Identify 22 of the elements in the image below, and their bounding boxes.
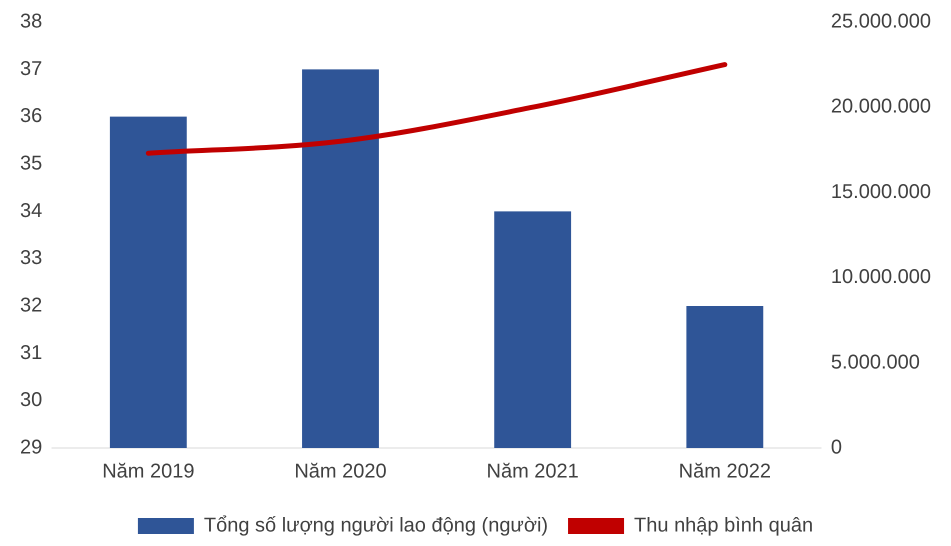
x-tick-label: Năm 2019 [102, 460, 194, 483]
y-tick-label: 30 [20, 389, 42, 412]
x-tick-label: Năm 2021 [486, 460, 579, 483]
y-tick-label: 35 [20, 152, 42, 175]
x-tick-label: Năm 2020 [294, 460, 387, 483]
y-tick-label: 32 [20, 294, 42, 317]
y-tick-label: 38 [20, 10, 42, 33]
legend-label: Thu nhập bình quân [634, 514, 814, 537]
x-tick-label: Năm 2022 [678, 460, 771, 483]
y2-tick-label: 25.000.000 [830, 10, 932, 33]
y-tick-label: 37 [20, 58, 42, 80]
y-tick-label: 34 [20, 200, 42, 222]
legend-label: Tổng số lượng người lao động (người) [204, 514, 548, 537]
y2-tick-label: 20.000.000 [830, 96, 932, 118]
y2-tick-label: 15.000.000 [830, 180, 932, 203]
y-tick-label: 29 [20, 436, 42, 459]
y-tick-label: 36 [20, 105, 42, 128]
y2-tick-label: 5.000.000 [830, 351, 920, 374]
y2-tick-label: 10.000.000 [830, 266, 932, 288]
y2-tick-label: 0 [830, 436, 842, 459]
y-tick-label: 33 [20, 247, 42, 270]
y-tick-label: 31 [20, 342, 42, 364]
